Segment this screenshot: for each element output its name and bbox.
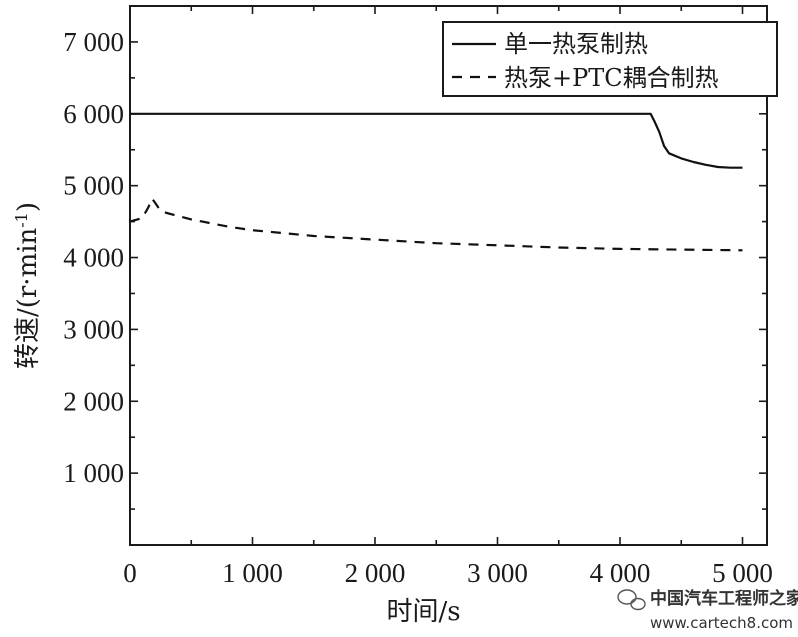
wechat-icon xyxy=(617,589,646,611)
y-tick-label: 4 000 xyxy=(63,243,124,273)
series-layer xyxy=(129,112,743,252)
series-line-single-heat-pump xyxy=(130,112,743,169)
plot-frame xyxy=(129,5,768,546)
watermark-line-2: www.cartech8.com xyxy=(650,614,793,632)
y-tick-label: 3 000 xyxy=(63,314,124,344)
x-tick-label: 0 xyxy=(123,558,137,588)
y-axis-title-close: ) xyxy=(13,202,43,212)
series-line-heat-pump-ptc xyxy=(129,197,743,252)
x-axis-title: 时间/s xyxy=(386,597,460,627)
y-axis-title-main: 转速/(r·min xyxy=(13,227,43,369)
y-axis-title: 转速/(r·min-1) xyxy=(12,202,44,369)
y-tick-label: 5 000 xyxy=(63,171,124,201)
y-tick-label: 7 000 xyxy=(63,27,124,57)
legend-label-series-2: 热泵+PTC耦合制热 xyxy=(504,64,719,92)
watermark-line-1: 中国汽车工程师之家 xyxy=(650,588,798,609)
legend-label-series-1: 单一热泵制热 xyxy=(504,30,648,58)
x-tick-label: 3 000 xyxy=(467,558,528,588)
y-axis-title-superscript: -1 xyxy=(12,212,31,228)
y-tick-label: 1 000 xyxy=(63,458,124,488)
x-axis-ticks: 0 1 000 2 000 3 000 4 000 5 000 xyxy=(123,6,773,588)
y-tick-label: 2 000 xyxy=(63,386,124,416)
y-tick-label: 6 000 xyxy=(63,99,124,129)
x-tick-label: 4 000 xyxy=(590,558,651,588)
legend-box xyxy=(442,21,778,97)
watermark: 中国汽车工程师之家 www.cartech8.com xyxy=(617,588,798,632)
y-axis-ticks: 1 000 2 000 3 000 4 000 5 000 6 000 7 000 xyxy=(63,5,767,546)
plot-area xyxy=(129,5,768,546)
x-tick-label: 5 000 xyxy=(712,558,773,588)
x-tick-label: 2 000 xyxy=(345,558,406,588)
legend: 单一热泵制热 热泵+PTC耦合制热 xyxy=(442,21,778,97)
x-tick-label: 1 000 xyxy=(222,558,283,588)
